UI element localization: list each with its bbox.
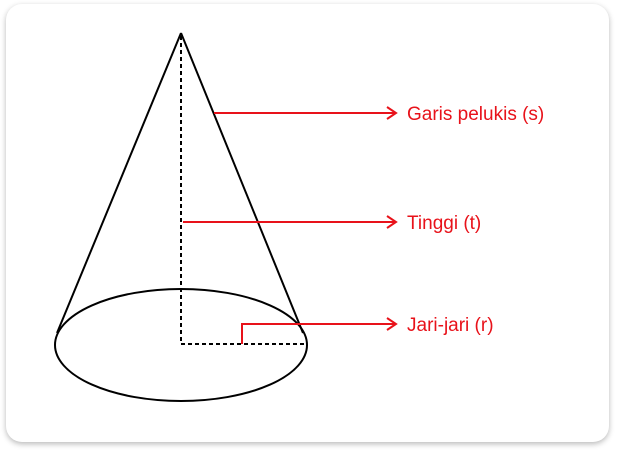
slant-label: Garis pelukis (s) xyxy=(407,104,544,125)
slant-annotation xyxy=(214,106,398,120)
height-label: Tinggi (t) xyxy=(407,213,481,234)
cone-right-side xyxy=(180,32,304,334)
height-annotation xyxy=(183,215,398,229)
radius-annotation xyxy=(241,317,398,344)
radius-label: Jari-jari (r) xyxy=(407,315,494,336)
cone-left-side xyxy=(56,32,182,334)
